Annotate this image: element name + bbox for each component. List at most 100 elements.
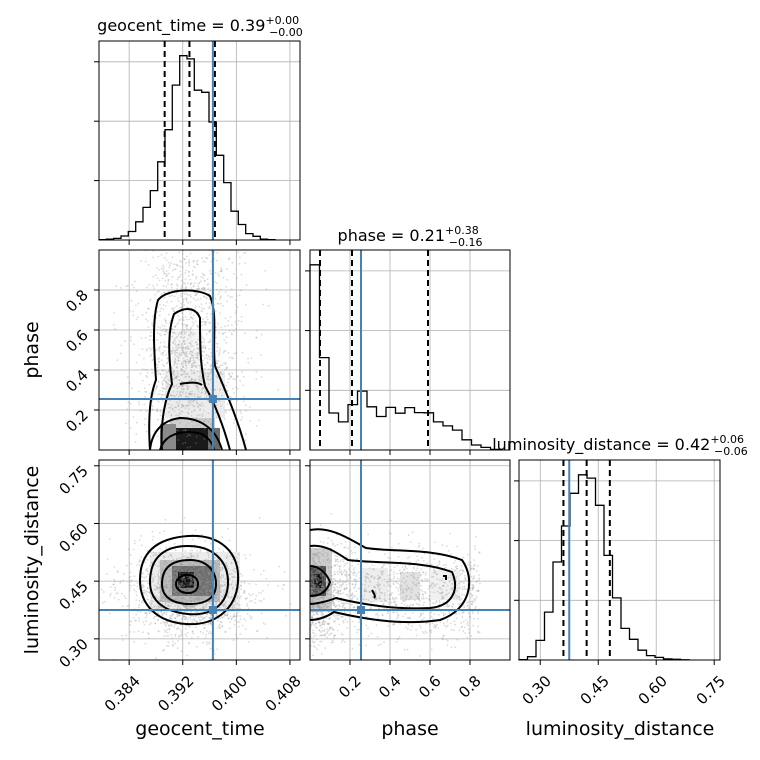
- phase-geocent-sample: [209, 364, 212, 366]
- distance-phase-sample: [343, 570, 345, 573]
- phase-geocent-sample: [162, 354, 164, 356]
- distance-geocent-sample: [182, 576, 185, 579]
- distance-geocent-sample: [171, 624, 173, 627]
- phase-geocent-sample: [193, 393, 196, 395]
- phase-geocent-sample: [221, 332, 224, 335]
- phase-geocent-sample: [208, 269, 211, 272]
- distance-geocent-sample: [175, 613, 178, 616]
- phase-geocent-sample: [180, 345, 183, 348]
- distance-geocent-sample: [142, 621, 145, 624]
- distance-phase-sample: [447, 576, 450, 579]
- distance-phase-sample: [468, 616, 471, 619]
- distance-phase-sample: [378, 577, 380, 579]
- phase-geocent-sample: [172, 308, 174, 311]
- distance-phase-sample: [386, 612, 389, 615]
- distance-phase-sample: [318, 583, 321, 586]
- distance-geocent-sample: [151, 607, 154, 609]
- phase-geocent-sample: [208, 348, 210, 350]
- distance-phase-sample: [459, 595, 461, 598]
- phase-geocent-sample: [201, 310, 204, 312]
- distance-phase-sample: [382, 570, 385, 572]
- phase-geocent-sample: [264, 269, 266, 272]
- phase-geocent-sample: [208, 358, 211, 361]
- distance-geocent-sample: [203, 576, 206, 579]
- phase-geocent-sample: [180, 306, 183, 309]
- distance-phase-sample: [417, 559, 420, 562]
- distance-geocent-sample: [232, 586, 234, 589]
- distance-geocent-sample: [196, 549, 199, 552]
- distance-phase-sample: [370, 632, 373, 635]
- distance-geocent-sample: [199, 562, 202, 565]
- distance-geocent-sample: [189, 582, 192, 584]
- distance-geocent-sample: [224, 613, 226, 616]
- distance-phase-sample: [320, 589, 323, 592]
- distance-phase-sample: [321, 577, 323, 580]
- distance-phase-sample: [324, 603, 327, 606]
- distance-phase-sample: [349, 577, 352, 580]
- phase-geocent-sample: [192, 354, 195, 357]
- phase-geocent-sample: [146, 286, 148, 289]
- phase-geocent-sample: [196, 132, 198, 134]
- phase-geocent-sample: [236, 306, 239, 309]
- distance-phase-sample: [354, 551, 356, 554]
- phase-geocent-sample: [195, 244, 197, 246]
- distance-geocent-sample: [208, 573, 211, 576]
- distance-geocent-sample: [277, 585, 279, 587]
- phase-geocent-sample: [230, 375, 233, 378]
- phase-geocent-sample: [156, 332, 159, 335]
- distance-phase-sample: [315, 626, 317, 629]
- distance-phase-sample: [352, 596, 354, 599]
- phase-geocent-sample: [202, 286, 205, 289]
- phase-geocent-sample: [230, 332, 233, 334]
- phase-geocent-sample: [205, 391, 207, 394]
- distance-geocent-sample: [255, 594, 258, 597]
- distance-phase-sample: [311, 611, 314, 613]
- phase-geocent-sample: [198, 282, 201, 284]
- distance-phase-sample: [343, 565, 346, 567]
- distance-phase-sample: [434, 571, 437, 574]
- distance-phase-sample: [322, 597, 324, 599]
- distance-geocent-sample: [199, 567, 202, 570]
- phase-geocent-sample: [174, 357, 177, 360]
- distance-geocent-sample: [181, 594, 184, 597]
- distance-geocent-sample: [169, 578, 172, 581]
- phase-geocent-sample: [132, 286, 135, 289]
- distance-geocent-sample: [209, 580, 212, 583]
- distance-geocent-sample: [222, 576, 225, 578]
- phase-geocent-sample: [177, 322, 180, 324]
- distance-geocent-sample: [133, 631, 136, 633]
- phase-geocent-sample: [227, 320, 230, 322]
- distance-geocent-sample: [130, 584, 132, 587]
- distance-geocent-sample: [210, 621, 213, 624]
- distance-geocent-sample: [223, 603, 226, 606]
- distance-phase-sample: [319, 573, 322, 576]
- distance-phase-sample: [470, 575, 473, 578]
- phase-geocent-sample: [176, 348, 179, 351]
- distance-phase-sample: [340, 616, 342, 619]
- distance-geocent-sample: [233, 606, 236, 609]
- phase-geocent-sample: [228, 395, 231, 398]
- phase-geocent-sample: [207, 420, 210, 423]
- distance-phase-sample: [371, 596, 374, 599]
- distance-geocent-sample: [222, 550, 225, 553]
- distance-geocent-sample: [208, 641, 211, 644]
- distance-phase-sample: [384, 553, 386, 555]
- distance-phase-sample: [310, 592, 313, 595]
- distance-phase-sample: [336, 558, 339, 561]
- phase-geocent-sample: [184, 316, 187, 318]
- distance-geocent-sample: [177, 605, 179, 608]
- phase-geocent-sample: [193, 284, 195, 287]
- distance-geocent-sample: [189, 589, 191, 591]
- phase-geocent-sample: [164, 320, 167, 322]
- phase-geocent-sample: [201, 350, 204, 352]
- distance-geocent-sample: [221, 625, 224, 627]
- distance-geocent-sample: [209, 617, 212, 620]
- phase-geocent-sample: [177, 276, 180, 279]
- distance-geocent-sample: [165, 546, 167, 549]
- distance-geocent-sample: [181, 581, 184, 584]
- distance-phase-sample: [348, 574, 351, 577]
- phase-geocent-sample: [192, 371, 195, 374]
- phase-geocent-sample: [250, 357, 253, 360]
- distance-phase-sample: [310, 599, 313, 602]
- phase-geocent-sample: [181, 380, 184, 383]
